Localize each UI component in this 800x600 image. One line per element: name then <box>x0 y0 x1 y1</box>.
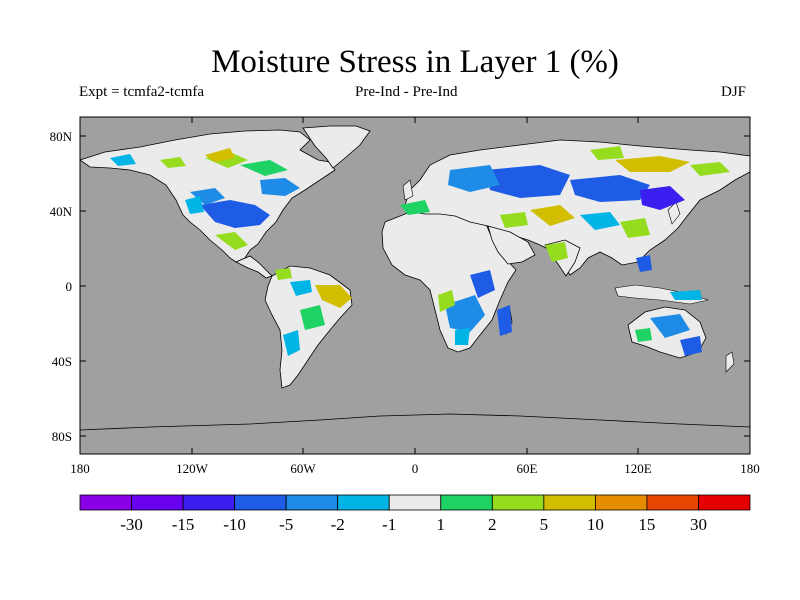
colorbar-swatch <box>182 494 236 511</box>
colorbar-swatch <box>543 494 596 511</box>
lon-label: 60W <box>290 461 316 476</box>
colorbar-label: 30 <box>690 515 707 534</box>
colorbar-swatch <box>646 494 699 511</box>
colorbar-label: -30 <box>120 515 143 534</box>
colorbar-swatch <box>285 494 339 511</box>
lon-label: 0 <box>412 461 419 476</box>
longitude-labels: 180 120W 60W 0 60E 120E 180 <box>70 461 760 476</box>
colorbar-label: 15 <box>638 515 655 534</box>
colorbar-swatch <box>337 494 390 511</box>
colorbar-swatch <box>79 494 132 511</box>
colorbar-swatch <box>131 494 184 511</box>
colorbar-swatch <box>234 494 287 511</box>
lat-label: 80N <box>50 129 73 144</box>
arabian-peninsula <box>487 225 536 265</box>
colorbar-swatch <box>440 494 493 511</box>
lat-label: 0 <box>66 279 73 294</box>
colorbar-swatch <box>594 494 648 511</box>
lon-label: 120W <box>176 461 209 476</box>
colorbar-swatch <box>388 494 442 511</box>
greenland <box>302 125 371 169</box>
new-zealand <box>725 351 735 373</box>
period-label: Pre-Ind - Pre-Ind <box>355 84 458 100</box>
colorbar-label: -2 <box>331 515 345 534</box>
colorbar <box>79 494 751 511</box>
colorbar-label: 2 <box>488 515 497 534</box>
axis-ticks <box>79 117 751 454</box>
colorbar-swatch <box>698 494 751 511</box>
colorbar-label: 5 <box>540 515 549 534</box>
experiment-label: Expt = tcmfa2-tcmfa <box>79 84 205 100</box>
lon-label: 60E <box>517 461 538 476</box>
lat-label: 40N <box>50 204 73 219</box>
lon-label: 120E <box>624 461 652 476</box>
lon-label: 180 <box>70 461 90 476</box>
colorbar-label: -15 <box>172 515 195 534</box>
lat-label: 80S <box>52 429 72 444</box>
antarctica-coast <box>79 413 751 431</box>
colorbar-label: -1 <box>382 515 396 534</box>
season-label: DJF <box>721 84 747 100</box>
colorbar-label: -10 <box>223 515 246 534</box>
colorbar-swatch <box>491 494 545 511</box>
colorbar-label: 10 <box>587 515 604 534</box>
colorbar-labels: -30 -15 -10 -5 -2 -1 1 2 5 10 15 30 <box>120 515 707 534</box>
latitude-labels: 80N 40N 0 40S 80S <box>50 129 73 444</box>
moisture-stress-anomalies <box>110 146 730 356</box>
map-title: Moisture Stress in Layer 1 (%) <box>211 44 619 80</box>
british-isles <box>402 179 414 201</box>
lat-label: 40S <box>52 354 72 369</box>
colorbar-label: 1 <box>437 515 446 534</box>
colorbar-label: -5 <box>279 515 293 534</box>
antarctica <box>80 414 750 454</box>
lon-label: 180 <box>740 461 760 476</box>
